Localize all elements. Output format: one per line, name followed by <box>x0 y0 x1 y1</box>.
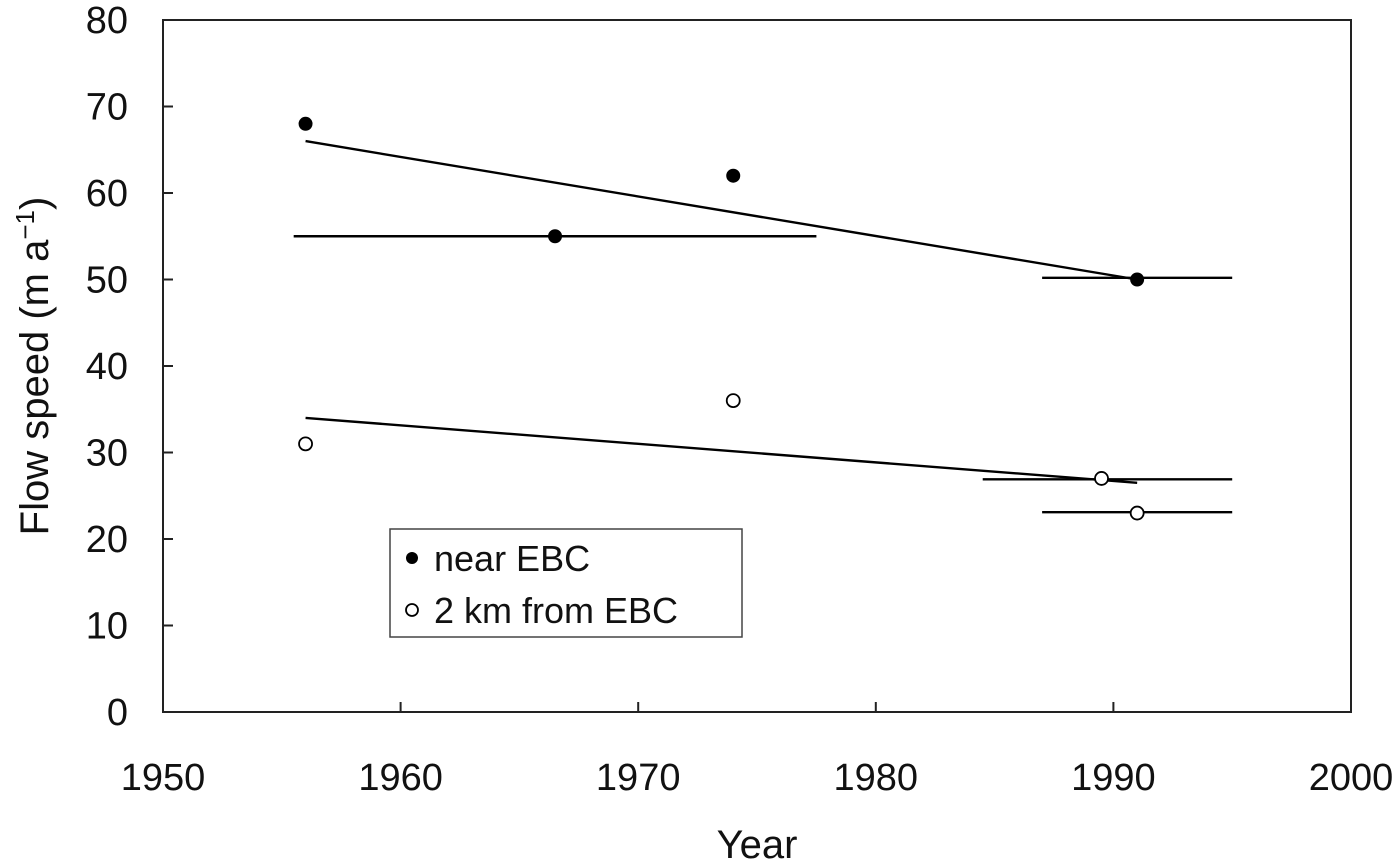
y-tick-label: 10 <box>86 606 128 648</box>
data-points <box>298 116 1145 521</box>
x-tick-label: 1960 <box>358 757 443 799</box>
x-tick-label: 1980 <box>834 757 919 799</box>
legend-marker-near-ebc <box>406 552 418 564</box>
y-tick-label: 50 <box>86 260 128 302</box>
trend-lines <box>305 139 1138 484</box>
y-tick-label: 0 <box>107 692 128 734</box>
plot-area-frame <box>162 19 1352 713</box>
y-tick-label: 20 <box>86 519 128 561</box>
near-ebc-point <box>726 168 741 183</box>
legend-label-2km-from-ebc: 2 km from EBC <box>434 590 678 631</box>
y-tick-label: 80 <box>86 0 128 42</box>
y-tick-label: 60 <box>86 173 128 215</box>
y-axis-title: Flow speed (m a−1) <box>10 197 57 536</box>
near-ebc-point <box>298 116 313 131</box>
y-tick-label: 70 <box>86 87 128 129</box>
near-ebc-point <box>548 229 563 244</box>
legend: near EBC 2 km from EBC <box>389 528 743 638</box>
two-km-from-ebc-point <box>298 436 313 452</box>
legend-label-near-ebc: near EBC <box>434 538 590 579</box>
x-axis-title: Year <box>717 823 798 864</box>
horizontal-spans <box>293 235 1233 514</box>
two-km-from-ebc-point <box>1129 505 1145 521</box>
near-ebc-point <box>1130 272 1145 287</box>
x-tick-label: 1950 <box>121 757 206 799</box>
x-tick-label: 1970 <box>596 757 681 799</box>
y-tick-label: 30 <box>86 433 128 475</box>
x-tick-label: 1990 <box>1071 757 1156 799</box>
x-axis: 1950 1960 1970 1980 1990 2000 <box>121 702 1394 799</box>
x-tick-label: 2000 <box>1309 757 1394 799</box>
trend-line <box>305 139 1138 281</box>
two-km-from-ebc-point <box>725 393 741 409</box>
y-axis: 0 10 20 30 40 50 60 70 80 <box>86 0 173 734</box>
legend-box <box>389 528 743 638</box>
two-km-from-ebc-point <box>1094 471 1109 486</box>
trend-line <box>305 416 1138 484</box>
legend-marker-2km-from-ebc <box>405 603 419 617</box>
y-tick-label: 40 <box>86 346 128 388</box>
